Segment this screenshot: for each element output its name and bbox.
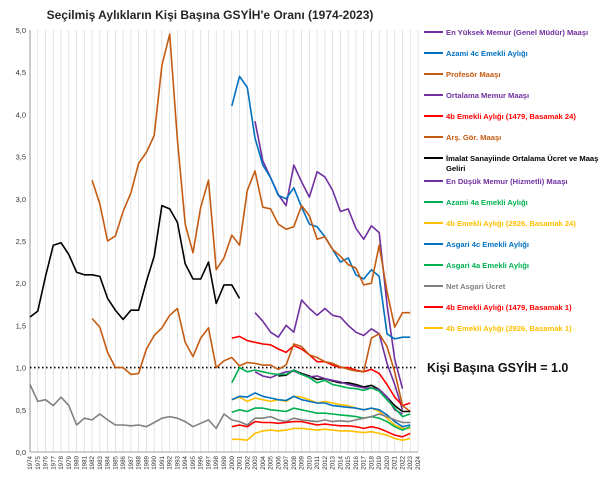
y-tick-label: 3,5 (16, 153, 26, 162)
legend-label: Asgari 4a Emekli Aylığı (446, 261, 529, 270)
series-line-16 (231, 427, 411, 442)
legend-label: Asgari 4c Emekli Aylığı (446, 240, 529, 249)
legend-label: En Düşük Memur (Hizmetli) Maaşı (446, 177, 568, 186)
legend-label: En Yüksek Memur (Genel Müdür) Maaşı (446, 28, 588, 37)
x-tick-label: 1983 (97, 455, 104, 469)
y-tick-label: 1,5 (16, 321, 26, 330)
legend-label: Azami 4c Emekli Aylığı (446, 49, 528, 58)
y-tick-label: 0,5 (16, 406, 26, 415)
x-tick-label: 2007 (283, 455, 290, 469)
series-line-13 (231, 407, 411, 431)
y-tick-label: 3,0 (16, 195, 26, 204)
x-tick-label: 2014 (337, 455, 344, 469)
x-tick-label: 1994 (182, 455, 189, 469)
x-tick-label: 1984 (105, 455, 112, 469)
y-tick-label: 2,5 (16, 237, 26, 246)
y-tick-label: 2,0 (16, 279, 26, 288)
x-tick-label: 1997 (205, 455, 212, 469)
x-tick-label: 1982 (89, 455, 96, 469)
legend-label: Ortalama Memur Maaşı (446, 91, 529, 100)
x-tick-label: 1987 (128, 455, 135, 469)
y-tick-label: 1,0 (16, 364, 26, 373)
y-tick-label: 4,5 (16, 68, 26, 77)
x-tick-label: 1992 (167, 455, 174, 469)
series-line-15 (231, 420, 411, 438)
y-tick-label: 4,0 (16, 110, 26, 119)
x-tick-label: 2008 (291, 455, 298, 469)
legend-label: Net Asgari Ücret (446, 282, 506, 291)
x-tick-label: 1976 (43, 455, 50, 469)
series-line-3 (91, 33, 411, 328)
x-tick-label: 2004 (260, 455, 267, 469)
x-tick-label: 1975 (35, 455, 42, 469)
x-tick-label: 2003 (252, 455, 259, 469)
x-tick-label: 1989 (143, 455, 150, 469)
x-tick-label: 2021 (392, 455, 399, 469)
x-tick-label: 2018 (368, 455, 375, 469)
x-tick-label: 2006 (275, 455, 282, 469)
x-tick-label: 2022 (399, 455, 406, 469)
x-tick-label: 1995 (190, 455, 197, 469)
series-line-10 (231, 366, 411, 418)
x-tick-label: 1986 (120, 455, 127, 469)
legend-label: 4b Emekli Aylığı (1479, Basamak 24) (446, 112, 576, 121)
x-tick-label: 1974 (27, 455, 34, 469)
series-lines (29, 33, 411, 442)
series-line-6 (91, 307, 411, 413)
legend-label: Arş. Gör. Maaşı (446, 133, 501, 142)
series-line-7 (29, 204, 241, 321)
x-tick-label: 2009 (299, 455, 306, 469)
x-tick-label: 2024 (415, 455, 422, 469)
x-tick-label: 2017 (361, 455, 368, 469)
x-tick-label: 1988 (136, 455, 143, 469)
series-line-4 (254, 299, 404, 411)
x-tick-label: 2000 (229, 455, 236, 469)
x-tick-label: 1999 (221, 455, 228, 469)
x-tick-label: 2019 (376, 455, 383, 469)
x-tick-label: 1985 (112, 455, 119, 469)
legend-label: 4b Emekli Aylığı (2926, Basamak 24) (446, 219, 576, 228)
x-tick-label: 1996 (198, 455, 205, 469)
x-tick-label: 1998 (213, 455, 220, 469)
x-tick-label: 2010 (306, 455, 313, 469)
chart-title: Seçilmiş Aylıkların Kişi Başına GSYİH'e … (47, 7, 374, 22)
x-tick-label: 1993 (174, 455, 181, 469)
x-tick-label: 2005 (268, 455, 275, 469)
x-tick-label: 2002 (244, 455, 251, 469)
grid-lines (29, 30, 419, 452)
x-tick-label: 1980 (74, 455, 81, 469)
x-tick-label: 2011 (314, 455, 321, 469)
x-tick-label: 2001 (237, 455, 244, 469)
x-tick-label: 2016 (353, 455, 360, 469)
series-line-14 (29, 384, 411, 430)
x-tick-label: 2012 (322, 455, 329, 469)
legend-label: 4b Emekli Aylığı (2926, Basamak 1) (446, 324, 572, 333)
y-axis-ticks: 0,0 0,5 1,0 1,5 2,0 2,5 3,0 3,5 4,0 4,5 5,0 (16, 26, 26, 457)
y-tick-label: 0,0 (16, 448, 26, 457)
x-tick-label: 2023 (407, 455, 414, 469)
series-line-5 (231, 335, 411, 407)
legend-label: Azami 4a Emekli Aylığı (446, 198, 528, 207)
legend-label: İmalat Sanayiinde Ortalama Ücret ve Maaş… (446, 154, 598, 173)
y-tick-label: 5,0 (16, 26, 26, 35)
series-line-2 (231, 75, 411, 340)
x-tick-label: 2013 (330, 455, 337, 469)
series-line-12 (231, 392, 411, 428)
x-tick-label: 2020 (384, 455, 391, 469)
x-tick-label: 2015 (345, 455, 352, 469)
x-tick-label: 1991 (159, 455, 166, 469)
x-tick-label: 1981 (81, 455, 88, 469)
axes (29, 30, 418, 453)
x-tick-label: 1979 (66, 455, 73, 469)
x-axis-ticks: 1974 1975 1976 1977 1978 1979 1980 1981 1982 1983… (27, 455, 422, 469)
x-tick-label: 1978 (58, 455, 65, 469)
legend-label: Profesör Maaşı (446, 70, 500, 79)
reference-line-label: Kişi Başına GSYİH = 1.0 (427, 360, 568, 375)
x-tick-label: 1990 (151, 455, 158, 469)
legend: En Yüksek Memur (Genel Müdür) Maaşı Azami… (424, 28, 598, 333)
legend-label: 4b Emekli Aylığı (1479, Basamak 1) (446, 303, 572, 312)
x-tick-label: 1977 (50, 455, 57, 469)
